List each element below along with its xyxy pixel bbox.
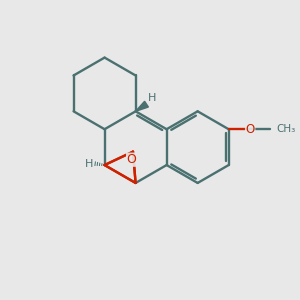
Text: H: H (148, 93, 156, 103)
Text: O: O (127, 153, 136, 166)
Text: H: H (85, 159, 93, 169)
Polygon shape (136, 101, 148, 111)
Text: O: O (245, 123, 255, 136)
Text: CH₃: CH₃ (276, 124, 296, 134)
